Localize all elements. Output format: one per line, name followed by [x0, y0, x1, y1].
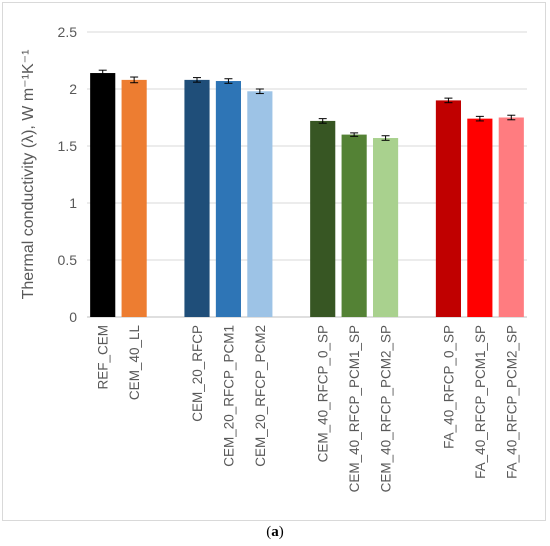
bar	[467, 118, 493, 317]
x-tick-label: FA_40_RFCP_PCM1_SP	[473, 325, 488, 479]
bar	[310, 120, 336, 317]
x-tick-label: FA_40_RFCP_0_SP	[441, 325, 456, 449]
x-tick-label: CEM_20_RFCP_PCM1	[221, 325, 236, 467]
bar	[90, 73, 116, 317]
caption-close: )	[278, 524, 284, 540]
bar	[121, 79, 147, 317]
x-tick-label: CEM_20_RFCP_PCM2	[253, 325, 268, 467]
x-tick-label: CEM_40_RFCP_PCM2_SP	[379, 325, 394, 492]
bar-chart: 0 0.5 1 1.5 2 2.5 Thermal conductivity (λ), W …	[20, 24, 527, 492]
bar	[435, 100, 461, 318]
y-tick-label: 0.5	[58, 252, 78, 268]
y-tick-label: 0	[69, 309, 77, 325]
x-tick-label: CEM_40_RFCP_PCM1_SP	[347, 325, 362, 492]
bar	[215, 81, 241, 318]
chart-frame: 0 0.5 1 1.5 2 2.5 Thermal conductivity (λ), W …	[2, 2, 546, 521]
bar	[247, 91, 273, 317]
x-tick-label: FA_40_RFCP_PCM2_SP	[504, 325, 519, 479]
y-tick-label: 2	[69, 81, 77, 97]
caption-open: (	[266, 524, 272, 540]
y-tick-label: 2.5	[58, 24, 78, 40]
x-tick-label: CEM_20_RFCP	[190, 325, 205, 422]
x-tick-label: REF_CEM	[96, 325, 111, 390]
x-tick-label: CEM_40_RFCP_0_SP	[316, 325, 331, 462]
caption-letter: a	[271, 524, 279, 540]
bar	[373, 138, 399, 317]
bar	[184, 79, 210, 317]
y-axis-title: Thermal conductivity (λ), W m⁻¹K⁻¹	[20, 50, 37, 300]
y-tick-label: 1.5	[58, 138, 78, 154]
bar	[341, 134, 367, 317]
figure-caption: (a)	[0, 524, 550, 541]
bar	[498, 117, 524, 317]
y-tick-label: 1	[69, 195, 77, 211]
x-tick-label: CEM_40_LL	[127, 325, 142, 401]
